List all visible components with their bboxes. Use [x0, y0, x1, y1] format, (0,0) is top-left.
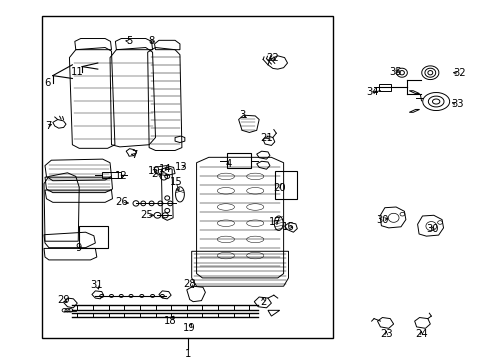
Text: 28: 28 [183, 279, 196, 289]
Bar [227, 153, 250, 168]
Text: 8: 8 [148, 36, 154, 46]
Text: 35: 35 [388, 67, 401, 77]
Text: 3: 3 [239, 110, 244, 120]
Text: 18: 18 [163, 316, 176, 326]
Text: 4: 4 [225, 159, 231, 169]
Text: 34: 34 [366, 87, 378, 97]
Text: 7: 7 [44, 121, 51, 131]
Text: 5: 5 [126, 36, 133, 46]
Text: 31: 31 [90, 280, 103, 290]
Text: 7: 7 [131, 150, 138, 160]
Text: 11: 11 [71, 67, 83, 77]
Bar [274, 171, 296, 199]
Text: 12: 12 [115, 171, 127, 181]
Text: 33: 33 [450, 99, 463, 109]
Text: 2: 2 [259, 297, 266, 307]
Bar [79, 226, 107, 248]
Text: 16: 16 [282, 222, 294, 232]
Text: 14: 14 [159, 164, 171, 174]
Text: 9: 9 [75, 243, 81, 253]
Text: 21: 21 [260, 132, 273, 143]
Text: 24: 24 [414, 329, 427, 339]
Text: 22: 22 [266, 53, 279, 63]
Text: 13: 13 [174, 162, 187, 172]
Text: 15: 15 [169, 177, 182, 187]
Text: 19: 19 [183, 323, 196, 333]
Text: 26: 26 [115, 197, 127, 207]
Text: 27: 27 [151, 168, 163, 179]
Text: 17: 17 [268, 217, 281, 227]
Text: 25: 25 [140, 210, 153, 220]
Bar [378, 84, 390, 91]
Text: 30: 30 [426, 224, 438, 234]
Text: 23: 23 [379, 329, 392, 339]
Text: 32: 32 [452, 68, 465, 78]
Text: 1: 1 [184, 349, 191, 359]
Text: 30: 30 [375, 215, 388, 225]
Text: 6: 6 [44, 78, 51, 88]
Bar [102, 172, 121, 178]
Text: 20: 20 [273, 183, 285, 193]
Text: 10: 10 [147, 166, 160, 176]
Bar [41, 16, 332, 338]
Text: 29: 29 [57, 294, 70, 305]
